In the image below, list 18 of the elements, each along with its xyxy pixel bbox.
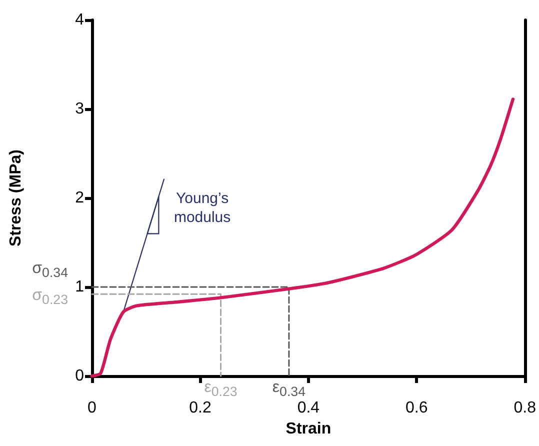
annotation: ε$_{0.23}$ [204,379,238,401]
y-tick-label: 3 [75,100,84,118]
x-axis-title: Strain [286,420,332,438]
annotation: ε$_{0.34}$ [272,379,306,401]
x-tick-label: 0.4 [297,400,320,416]
y-tick-label: 0 [75,368,84,384]
y-tick-label: 4 [75,12,84,28]
y-axis-title: Stress (MPa) [8,150,24,246]
y-tick-label: 2 [75,190,84,206]
annotation: σ$_{0.34}$ [32,260,68,282]
line-series [90,98,515,378]
annotation: σ$_{0.23}$ [32,287,68,310]
x-tick-label: 0.6 [406,400,428,416]
y-tick-label: 1 [75,278,84,296]
x-tick-label: 0 [88,400,97,416]
x-tick-label: 0.8 [514,400,536,416]
x-tick-label: 0.2 [189,400,212,416]
annotation: Young’s modulus [174,189,231,228]
